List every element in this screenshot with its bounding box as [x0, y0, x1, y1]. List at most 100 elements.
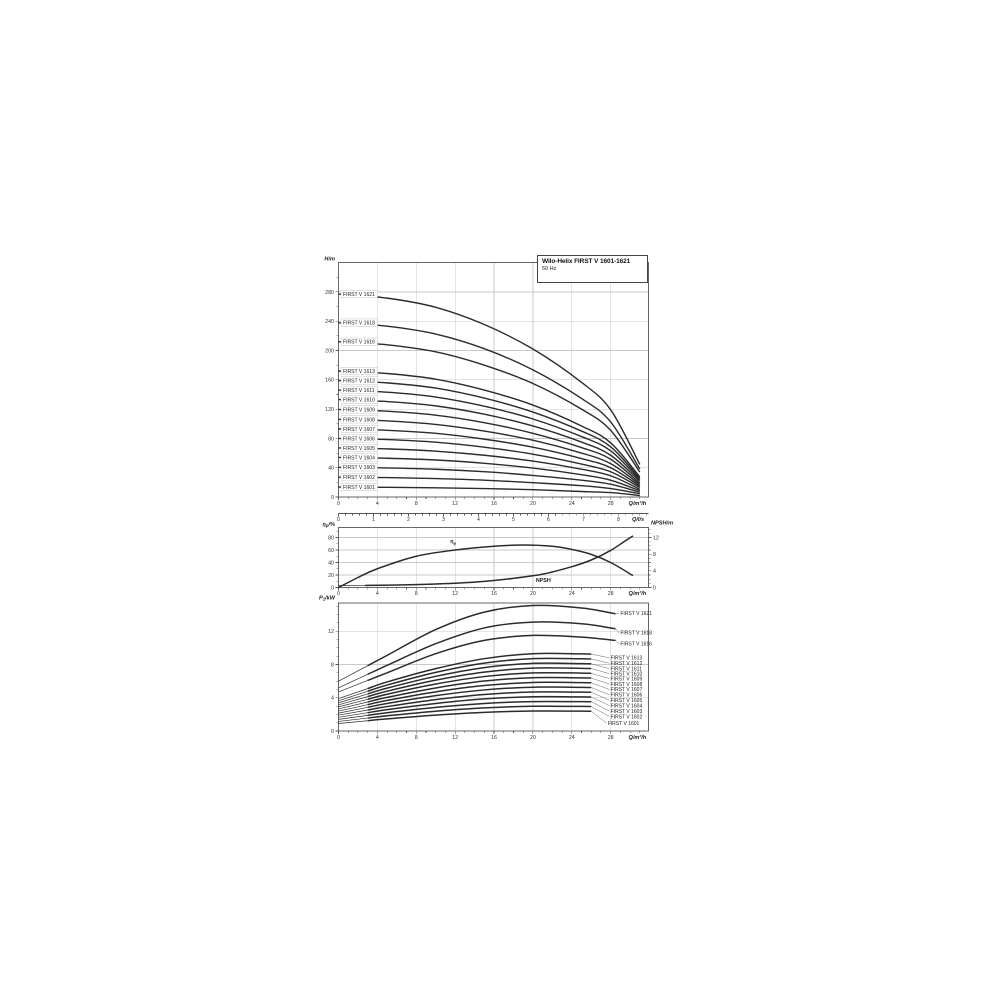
- svg-text:FIRST V 1621: FIRST V 1621: [620, 611, 652, 617]
- svg-text:8: 8: [415, 501, 418, 507]
- svg-text:0: 0: [331, 585, 334, 591]
- svg-text:80: 80: [328, 436, 334, 442]
- svg-text:FIRST V 1609: FIRST V 1609: [343, 407, 375, 413]
- svg-text:280: 280: [325, 290, 334, 296]
- svg-text:160: 160: [325, 378, 334, 384]
- svg-text:ηp: ηp: [450, 539, 456, 545]
- svg-text:FIRST V 1605: FIRST V 1605: [343, 446, 375, 452]
- svg-text:FIRST V 1606: FIRST V 1606: [611, 693, 643, 699]
- svg-text:FIRST V 1603: FIRST V 1603: [343, 465, 375, 471]
- svg-text:60: 60: [328, 548, 334, 554]
- svg-text:FIRST V 1607: FIRST V 1607: [611, 687, 643, 693]
- svg-text:3: 3: [442, 517, 445, 523]
- svg-text:FIRST V 1621: FIRST V 1621: [343, 292, 375, 298]
- svg-text:0: 0: [337, 501, 340, 507]
- svg-text:8: 8: [653, 552, 656, 558]
- svg-text:120: 120: [325, 407, 334, 413]
- svg-text:6: 6: [547, 517, 550, 523]
- pump-curve-charts: 0 4 8 12 16 20 24 2804080120160200240280H/mQ/m³…: [319, 257, 673, 741]
- svg-text:P1/kW: P1/kW: [319, 596, 336, 602]
- svg-text:28: 28: [608, 591, 614, 597]
- svg-text:0: 0: [331, 495, 334, 501]
- svg-text:24: 24: [569, 591, 575, 597]
- pump-datasheet: 0 4 8 12 16 20 24 28 0 40 80 120 160 200 240 280 H/m Q/m³…: [308, 247, 693, 747]
- svg-text:16: 16: [491, 501, 497, 507]
- svg-text:FIRST V 1613: FIRST V 1613: [343, 369, 375, 375]
- svg-text:0: 0: [337, 517, 340, 523]
- svg-text:240: 240: [325, 319, 334, 325]
- svg-text:20: 20: [530, 591, 536, 597]
- svg-text:24: 24: [569, 735, 575, 741]
- power-chart: 0 4 8 12 16 20 24 28 0 4 8 12 P1/kW Q/m³/h FIRST V 162…: [319, 596, 652, 741]
- svg-text:20: 20: [328, 573, 334, 579]
- svg-text:1: 1: [372, 517, 375, 523]
- svg-text:5: 5: [512, 517, 515, 523]
- svg-text:200: 200: [325, 348, 334, 354]
- svg-text:FIRST V 1613: FIRST V 1613: [611, 656, 643, 662]
- svg-text:20: 20: [530, 501, 536, 507]
- svg-text:4: 4: [376, 735, 379, 741]
- svg-text:12: 12: [452, 591, 458, 597]
- svg-text:28: 28: [608, 501, 614, 507]
- svg-text:20: 20: [530, 735, 536, 741]
- svg-text:FIRST V 1603: FIRST V 1603: [611, 709, 643, 715]
- svg-text:FIRST V 1601: FIRST V 1601: [608, 721, 640, 727]
- svg-text:40: 40: [328, 560, 334, 566]
- svg-text:ηp/%: ηp/%: [322, 522, 335, 528]
- svg-text:7: 7: [582, 517, 585, 523]
- svg-text:12: 12: [653, 535, 659, 541]
- svg-text:4: 4: [376, 501, 379, 507]
- svg-text:FIRST V 1610: FIRST V 1610: [611, 671, 643, 677]
- svg-text:FIRST V 1609: FIRST V 1609: [611, 676, 643, 682]
- svg-text:Q/l/s: Q/l/s: [632, 517, 644, 523]
- svg-text:16: 16: [491, 735, 497, 741]
- svg-text:8: 8: [331, 662, 334, 668]
- svg-text:4: 4: [376, 591, 379, 597]
- svg-text:FIRST V 1604: FIRST V 1604: [343, 455, 375, 461]
- svg-text:12: 12: [328, 629, 334, 635]
- svg-text:FIRST V 1616: FIRST V 1616: [343, 340, 375, 346]
- svg-text:24: 24: [569, 501, 575, 507]
- svg-text:16: 16: [491, 591, 497, 597]
- efficiency-npsh-chart: 0 4 8 12 16 20 24 28 0 20 40 60 80 0 4 8 12 ηp/% NPSH/m Q/m…: [322, 521, 673, 597]
- svg-text:0: 0: [337, 735, 340, 741]
- svg-text:FIRST V 1607: FIRST V 1607: [343, 427, 375, 433]
- svg-text:FIRST V 1618: FIRST V 1618: [343, 321, 375, 327]
- chart-title-box: Wilo-Helix FIRST V 1601-1621 50 Hz: [537, 255, 648, 283]
- svg-text:FIRST V 1608: FIRST V 1608: [611, 682, 643, 688]
- svg-text:FIRST V 1602: FIRST V 1602: [611, 714, 643, 720]
- svg-text:0: 0: [331, 729, 334, 735]
- svg-text:FIRST V 1606: FIRST V 1606: [343, 436, 375, 442]
- svg-text:28: 28: [608, 735, 614, 741]
- svg-text:FIRST V 1604: FIRST V 1604: [611, 703, 643, 709]
- svg-text:4: 4: [331, 696, 334, 702]
- svg-text:FIRST V 1605: FIRST V 1605: [611, 698, 643, 704]
- svg-text:FIRST V 1601: FIRST V 1601: [343, 485, 375, 491]
- svg-text:H/m: H/m: [324, 257, 335, 263]
- svg-text:Q/m³/h: Q/m³/h: [629, 500, 647, 507]
- chart-title: Wilo-Helix FIRST V 1601-1621: [542, 258, 631, 265]
- svg-text:FIRST V 1616: FIRST V 1616: [620, 642, 652, 648]
- svg-text:4: 4: [477, 517, 480, 523]
- svg-text:FIRST V 1610: FIRST V 1610: [343, 397, 375, 403]
- svg-text:FIRST V 1611: FIRST V 1611: [611, 666, 642, 672]
- svg-text:0: 0: [653, 585, 656, 591]
- head-chart: 0 4 8 12 16 20 24 2804080120160200240280H/mQ/m³…: [324, 257, 650, 507]
- svg-text:8: 8: [415, 591, 418, 597]
- svg-text:8: 8: [617, 517, 620, 523]
- svg-text:NPSH: NPSH: [536, 578, 551, 584]
- svg-text:FIRST V 1602: FIRST V 1602: [343, 475, 375, 481]
- svg-text:FIRST V 1618: FIRST V 1618: [620, 631, 652, 637]
- svg-text:Q/m³/h: Q/m³/h: [629, 590, 647, 597]
- svg-text:FIRST V 1608: FIRST V 1608: [343, 417, 375, 423]
- svg-text:12: 12: [452, 501, 458, 507]
- svg-text:2: 2: [407, 517, 410, 523]
- svg-text:0: 0: [337, 591, 340, 597]
- svg-text:FIRST V 1612: FIRST V 1612: [611, 661, 643, 667]
- flow-ls-axis: 0 1 2 3 4 5 6 7 8 Q/l/s: [337, 513, 649, 523]
- svg-text:FIRST V 1611: FIRST V 1611: [343, 388, 375, 394]
- svg-text:FIRST V 1612: FIRST V 1612: [343, 378, 375, 384]
- svg-text:80: 80: [328, 535, 334, 541]
- svg-text:8: 8: [415, 735, 418, 741]
